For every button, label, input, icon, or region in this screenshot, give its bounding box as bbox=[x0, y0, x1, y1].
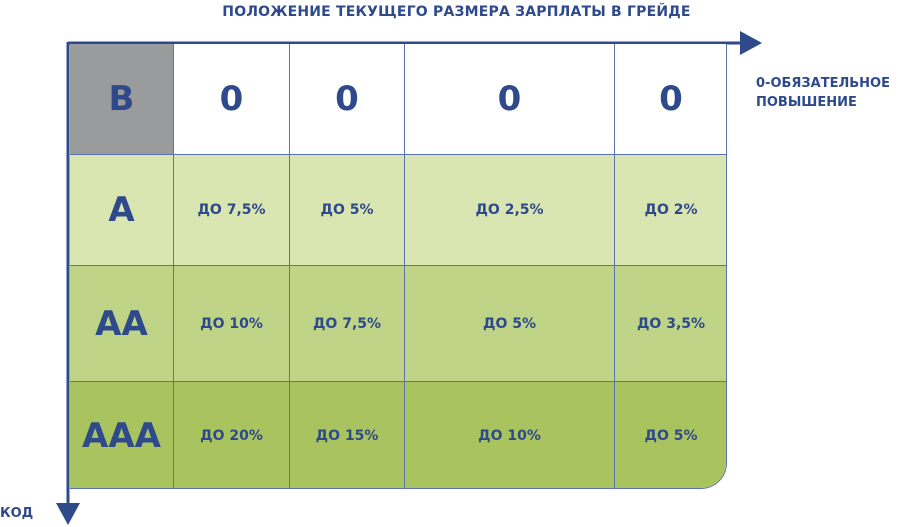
matrix-cell: ДО 5% bbox=[290, 155, 405, 266]
y-axis-arrow bbox=[56, 503, 80, 525]
row-code-a: А bbox=[70, 155, 174, 266]
y-axis-title: КОД bbox=[0, 506, 34, 521]
row-code-aaa: ААА bbox=[70, 382, 174, 488]
mandatory-increase-note: 0-ОБЯЗАТЕЛЬНОЕ ПОВЫШЕНИЕ bbox=[756, 76, 890, 110]
row-code-b: В bbox=[70, 44, 174, 155]
matrix-cell: ДО 10% bbox=[174, 266, 290, 382]
matrix-cell: ДО 2% bbox=[615, 155, 726, 266]
matrix-cell: ДО 3,5% bbox=[615, 266, 726, 382]
x-axis-arrow bbox=[740, 31, 762, 55]
raise-matrix: В 0 0 0 0 А ДО 7,5% ДО 5% ДО 2,5% ДО 2% … bbox=[70, 44, 727, 489]
row-code-aa: АА bbox=[70, 266, 174, 382]
matrix-cell: ДО 20% bbox=[174, 382, 290, 488]
matrix-cell: ДО 5% bbox=[615, 382, 726, 488]
matrix-cell: ДО 7,5% bbox=[290, 266, 405, 382]
matrix-cell: 0 bbox=[290, 44, 405, 155]
matrix-cell: ДО 15% bbox=[290, 382, 405, 488]
matrix-cell: ДО 2,5% bbox=[405, 155, 615, 266]
matrix-cell: ДО 10% bbox=[405, 382, 615, 488]
matrix-cell: 0 bbox=[615, 44, 726, 155]
matrix-cell: ДО 5% bbox=[405, 266, 615, 382]
x-axis-title: ПОЛОЖЕНИЕ ТЕКУЩЕГО РАЗМЕРА ЗАРПЛАТЫ В ГР… bbox=[222, 4, 691, 20]
matrix-cell: 0 bbox=[174, 44, 290, 155]
matrix-cell: 0 bbox=[405, 44, 615, 155]
matrix-cell: ДО 7,5% bbox=[174, 155, 290, 266]
